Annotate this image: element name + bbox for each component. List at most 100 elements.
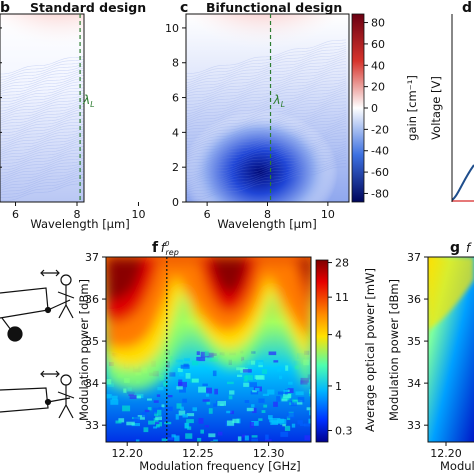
panel-c-y-tick-label: 6 bbox=[172, 92, 179, 105]
gain-colorbar-tick-label: -40 bbox=[371, 145, 389, 158]
noise-speck bbox=[106, 379, 112, 385]
noise-speck bbox=[209, 357, 219, 362]
pendulum-bob bbox=[7, 326, 23, 342]
fringe-line bbox=[186, 166, 347, 202]
noise-speck bbox=[283, 389, 289, 392]
fringe-line bbox=[186, 42, 347, 78]
noise-speck bbox=[232, 418, 240, 424]
panel-f-lobe-darkred bbox=[106, 257, 311, 301]
fringe-line bbox=[186, 80, 347, 118]
panel-c-loss-region bbox=[186, 110, 338, 202]
fringe-line bbox=[0, 132, 84, 154]
fringe-line bbox=[0, 146, 84, 165]
noise-speck bbox=[161, 438, 168, 442]
noise-speck bbox=[147, 398, 152, 401]
noise-speck bbox=[153, 400, 159, 403]
noise-speck bbox=[230, 410, 234, 415]
noise-speck bbox=[276, 396, 280, 402]
noise-speck bbox=[208, 408, 213, 414]
noise-speck bbox=[248, 382, 257, 388]
noise-speck bbox=[284, 425, 291, 431]
person-top-body bbox=[57, 285, 75, 319]
noise-speck bbox=[291, 423, 296, 428]
panel-f-lobe-orange bbox=[106, 257, 311, 349]
fringe-line bbox=[186, 112, 347, 149]
fringe-line bbox=[0, 78, 84, 98]
noise-speck bbox=[205, 392, 209, 397]
panel-c-y-ticks: 0 2 4 6 8 10 bbox=[165, 22, 186, 209]
arrow-top bbox=[40, 269, 60, 277]
noise-speck bbox=[263, 404, 268, 408]
noise-speck bbox=[154, 411, 159, 416]
noise-speck bbox=[283, 394, 291, 399]
noise-speck bbox=[264, 439, 272, 442]
noise-speck bbox=[242, 360, 251, 366]
panel-f-y-tick-label: 36 bbox=[85, 293, 99, 306]
noise-speck bbox=[191, 378, 199, 383]
noise-speck bbox=[180, 364, 190, 369]
noise-speck bbox=[244, 400, 250, 403]
noise-speck bbox=[292, 399, 301, 403]
fringe-line bbox=[0, 174, 84, 194]
gain-colorbar-tick-label: -80 bbox=[371, 187, 389, 200]
noise-speck bbox=[244, 435, 249, 441]
noise-speck bbox=[271, 418, 281, 424]
arrow-bottom bbox=[40, 370, 60, 378]
noise-speck bbox=[206, 401, 211, 405]
noise-speck bbox=[186, 419, 194, 424]
noise-speck bbox=[143, 427, 149, 433]
noise-speck bbox=[186, 413, 195, 417]
fringe-line bbox=[186, 145, 347, 183]
person-top-head bbox=[60, 274, 72, 286]
noise-speck bbox=[122, 405, 131, 412]
fringe-line bbox=[0, 103, 84, 124]
fringe-line bbox=[186, 118, 347, 156]
fringe-line bbox=[0, 101, 84, 122]
fringe-line bbox=[186, 64, 347, 100]
fringe-line bbox=[186, 82, 347, 120]
noise-speck bbox=[191, 360, 199, 366]
fringe-line bbox=[0, 143, 84, 163]
noise-speck bbox=[299, 423, 306, 427]
panel-f-frep-sub: rep bbox=[165, 248, 178, 257]
noise-speck bbox=[182, 414, 188, 418]
panel-g-y-tick-label: 34 bbox=[407, 377, 421, 390]
gain-colorbar-tick-label: -20 bbox=[371, 123, 389, 136]
fringe-line bbox=[0, 69, 84, 91]
fringe-line bbox=[186, 44, 347, 81]
fringe-line bbox=[186, 39, 347, 74]
noise-speck bbox=[180, 406, 184, 410]
fringe-line bbox=[186, 109, 347, 146]
panel-g-marker-label: f bbox=[466, 241, 472, 255]
noise-speck bbox=[265, 434, 269, 440]
panel-c-lambda-label: λL bbox=[273, 93, 286, 109]
fringe-line bbox=[186, 58, 347, 95]
panel-d-curve bbox=[452, 164, 474, 201]
schematic-probe-bottom bbox=[47, 397, 71, 403]
fringe-line bbox=[186, 116, 347, 154]
fringe-line bbox=[0, 161, 84, 183]
fringe-line bbox=[0, 140, 84, 160]
noise-speck bbox=[164, 421, 172, 425]
fringe-line bbox=[186, 89, 347, 127]
noise-speck bbox=[197, 437, 202, 442]
noise-speck bbox=[169, 372, 176, 377]
noise-speck bbox=[280, 431, 289, 437]
panel-f-frep-label: f0 rep bbox=[161, 240, 179, 257]
schematic-tip-bottom bbox=[44, 398, 52, 406]
noise-speck bbox=[237, 374, 243, 377]
noise-speck bbox=[273, 401, 278, 407]
noise-speck bbox=[304, 435, 311, 441]
fringe-line bbox=[186, 138, 347, 173]
fringe-line bbox=[186, 76, 347, 112]
noise-speck bbox=[135, 439, 140, 442]
panel-f-frame bbox=[105, 256, 312, 443]
noise-speck bbox=[200, 429, 204, 434]
noise-speck bbox=[202, 399, 210, 402]
noise-speck bbox=[182, 398, 187, 403]
panel-c-x-ticks: 6 8 10 bbox=[204, 202, 335, 221]
noise-speck bbox=[148, 420, 156, 425]
panel-b-x-tick-label: 10 bbox=[131, 208, 145, 221]
fringe-line bbox=[0, 106, 84, 126]
